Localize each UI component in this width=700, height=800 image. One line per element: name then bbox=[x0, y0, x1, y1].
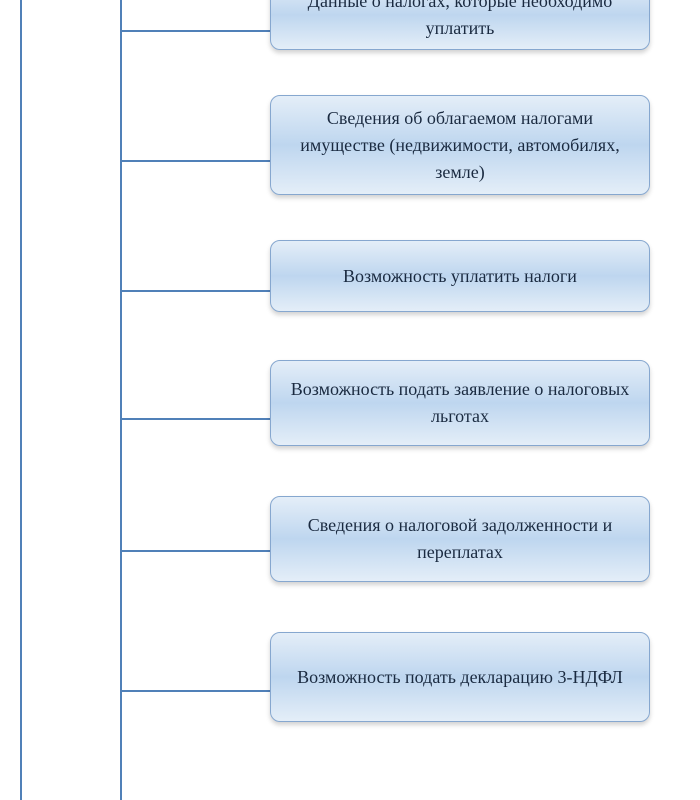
node-n2: Сведения об облагаемом налогами имуществ… bbox=[270, 95, 650, 195]
node-label: Сведения об облагаемом налогами имуществ… bbox=[287, 105, 633, 186]
node-n4: Возможность подать заявление о налоговых… bbox=[270, 360, 650, 446]
node-n5: Сведения о налоговой задолженности и пер… bbox=[270, 496, 650, 582]
diagram-canvas: Данные о налогах, которые необходимо упл… bbox=[0, 0, 700, 800]
node-n3: Возможность уплатить налоги bbox=[270, 240, 650, 312]
connector-n1 bbox=[120, 30, 270, 32]
trunk-line-inner bbox=[20, 0, 22, 800]
connector-n6 bbox=[120, 690, 270, 692]
trunk-line-outer bbox=[120, 0, 122, 800]
node-label: Возможность уплатить налоги bbox=[343, 263, 577, 290]
node-n6: Возможность подать декларацию 3-НДФЛ bbox=[270, 632, 650, 722]
node-label: Возможность подать декларацию 3-НДФЛ bbox=[297, 664, 623, 691]
node-label: Сведения о налоговой задолженности и пер… bbox=[287, 512, 633, 566]
connector-n4 bbox=[120, 418, 270, 420]
node-label: Данные о налогах, которые необходимо упл… bbox=[287, 0, 633, 42]
node-n1: Данные о налогах, которые необходимо упл… bbox=[270, 0, 650, 50]
connector-n3 bbox=[120, 290, 270, 292]
connector-n5 bbox=[120, 550, 270, 552]
node-label: Возможность подать заявление о налоговых… bbox=[287, 376, 633, 430]
connector-n2 bbox=[120, 160, 270, 162]
